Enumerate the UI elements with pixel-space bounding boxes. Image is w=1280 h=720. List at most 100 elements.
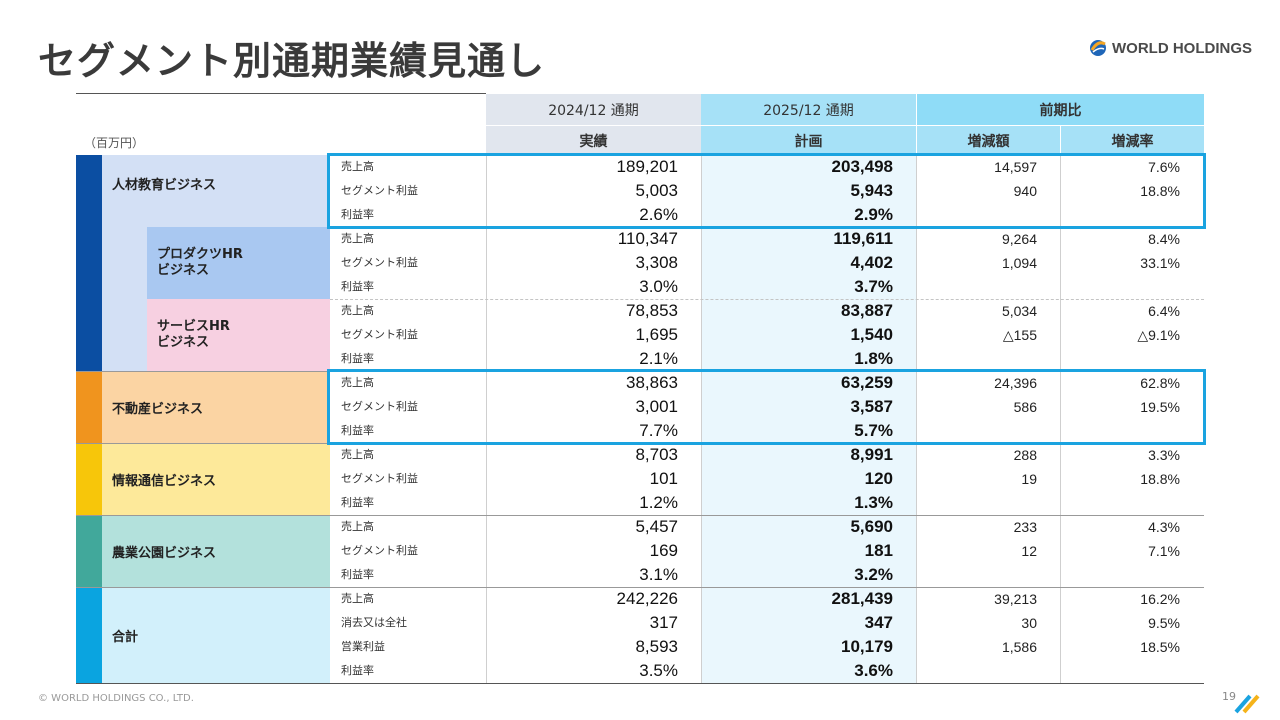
row-metric-label: 売上高 [341, 304, 374, 317]
fy2024-value: 2.6% [639, 205, 678, 224]
fy2025-value: 5,690 [850, 517, 893, 536]
rate-value: 8.4% [1148, 231, 1180, 247]
fy2024-value: 169 [649, 541, 678, 560]
row-metric-label: 利益率 [341, 664, 374, 677]
fy2024-value: 3,308 [635, 253, 678, 272]
header-rate: 増減率 [1060, 125, 1204, 155]
fy2024-value: 78,853 [626, 301, 678, 320]
plan-column-bg [701, 155, 916, 683]
fy2025-value: 1.8% [854, 349, 893, 368]
diff-value: 1,094 [1001, 255, 1037, 271]
fy2024-value: 3.5% [639, 661, 678, 680]
fy2025-value: 1.3% [854, 493, 893, 512]
rate-value: 4.3% [1148, 519, 1180, 535]
grid-vline [701, 155, 702, 683]
header-fy2025-label: 2025/12 通期 [763, 102, 854, 119]
rate-value: 9.5% [1148, 615, 1180, 631]
rate-value: 18.8% [1140, 471, 1180, 487]
fy2025-value: 181 [864, 541, 893, 560]
row-metric-label: 売上高 [341, 520, 374, 533]
page-number: 19 [1222, 690, 1236, 703]
fy2025-value: 10,179 [841, 637, 893, 656]
globe-logo-icon [1090, 40, 1106, 56]
table-top-line [76, 93, 486, 94]
diff-value: 5,034 [1001, 303, 1037, 319]
row-metric-label: 利益率 [341, 496, 374, 509]
fy2024-value: 7.7% [639, 421, 678, 440]
products-hr-name: プロダクツHR ビジネス [147, 227, 330, 299]
logo-text: WORLD HOLDINGS [1112, 39, 1252, 57]
rate-value: 33.1% [1140, 255, 1180, 271]
fy2024-value: 3.0% [639, 277, 678, 296]
realestate-bar [76, 371, 102, 443]
grid-vline [1060, 155, 1061, 683]
diff-value: 14,597 [994, 159, 1037, 175]
fy2025-value: 3.6% [854, 661, 893, 680]
row-metric-label: 利益率 [341, 208, 374, 221]
header-plan-label: 計画 [794, 133, 823, 150]
fy2025-value: 1,540 [850, 325, 893, 344]
grid-vline [916, 155, 917, 683]
fy2025-value: 3,587 [850, 397, 893, 416]
diff-value: 940 [1013, 183, 1037, 199]
realestate-name: 不動産ビジネス [102, 371, 330, 443]
rate-value: 18.8% [1140, 183, 1180, 199]
header-actual: 実績 [486, 125, 701, 155]
fy2025-value: 83,887 [841, 301, 893, 320]
diff-value: 19 [1021, 471, 1037, 487]
hr-segment-bar [76, 155, 102, 371]
row-metric-label: 消去又は全社 [341, 616, 407, 629]
header-actual-label: 実績 [579, 133, 608, 150]
fy2024-value: 110,347 [617, 229, 678, 248]
fy2024-value: 101 [649, 469, 678, 488]
hr-highlight-box [327, 153, 1206, 229]
products-hr-name-line2: ビジネス [157, 263, 210, 278]
total-bar [76, 587, 102, 683]
fy2025-value: 4,402 [850, 253, 893, 272]
fy2024-value: 3.1% [639, 565, 678, 584]
segment-separator [76, 515, 1204, 516]
row-metric-label: 利益率 [341, 568, 374, 581]
service-hr-name-line1: サービスHR [157, 319, 230, 334]
diff-value: 24,396 [994, 375, 1037, 391]
fy2025-value: 5,943 [850, 181, 893, 200]
page-title: セグメント別通期業績見通し [38, 39, 546, 83]
fy2024-value: 8,593 [635, 637, 678, 656]
fy2025-value: 3.7% [854, 277, 893, 296]
row-metric-label: セグメント利益 [341, 472, 418, 485]
products-hr-name-line1: プロダクツHR [157, 247, 243, 262]
fy2025-value: 2.9% [854, 205, 893, 224]
header-yoy: 前期比 [916, 94, 1204, 125]
fy2025-value: 281,439 [831, 589, 893, 608]
ict-name: 情報通信ビジネス [102, 443, 330, 515]
fy2024-value: 1.2% [639, 493, 678, 512]
row-metric-label: 売上高 [341, 376, 374, 389]
fy2024-value: 189,201 [616, 157, 678, 176]
header-diff: 増減額 [916, 125, 1060, 155]
rate-value: 19.5% [1140, 399, 1180, 415]
header-fy2024-label: 2024/12 通期 [548, 102, 639, 119]
diff-value: 586 [1013, 399, 1037, 415]
row-metric-label: セグメント利益 [341, 400, 418, 413]
fy2024-value: 1,695 [635, 325, 678, 344]
fy2024-value: 2.1% [639, 349, 678, 368]
header-rate-label: 増減率 [1111, 133, 1154, 150]
fy2024-value: 3,001 [635, 397, 678, 416]
header-plan: 計画 [701, 125, 916, 155]
grid-vline [486, 155, 487, 683]
rate-value: 62.8% [1140, 375, 1180, 391]
fy2025-value: 63,259 [841, 373, 893, 392]
diff-value: 39,213 [994, 591, 1037, 607]
table-bottom-line [76, 683, 1204, 684]
ict-bar [76, 443, 102, 515]
row-metric-label: セグメント利益 [341, 544, 418, 557]
segment-separator [76, 587, 1204, 588]
fy2024-value: 8,703 [635, 445, 678, 464]
service-hr-name-line2: ビジネス [157, 335, 210, 350]
fy2024-value: 38,863 [626, 373, 678, 392]
fy2024-value: 317 [649, 613, 678, 632]
header-fy2025: 2025/12 通期 [701, 94, 916, 125]
row-metric-label: セグメント利益 [341, 184, 418, 197]
unit-label: （百万円） [84, 136, 145, 150]
fy2025-value: 120 [864, 469, 893, 488]
